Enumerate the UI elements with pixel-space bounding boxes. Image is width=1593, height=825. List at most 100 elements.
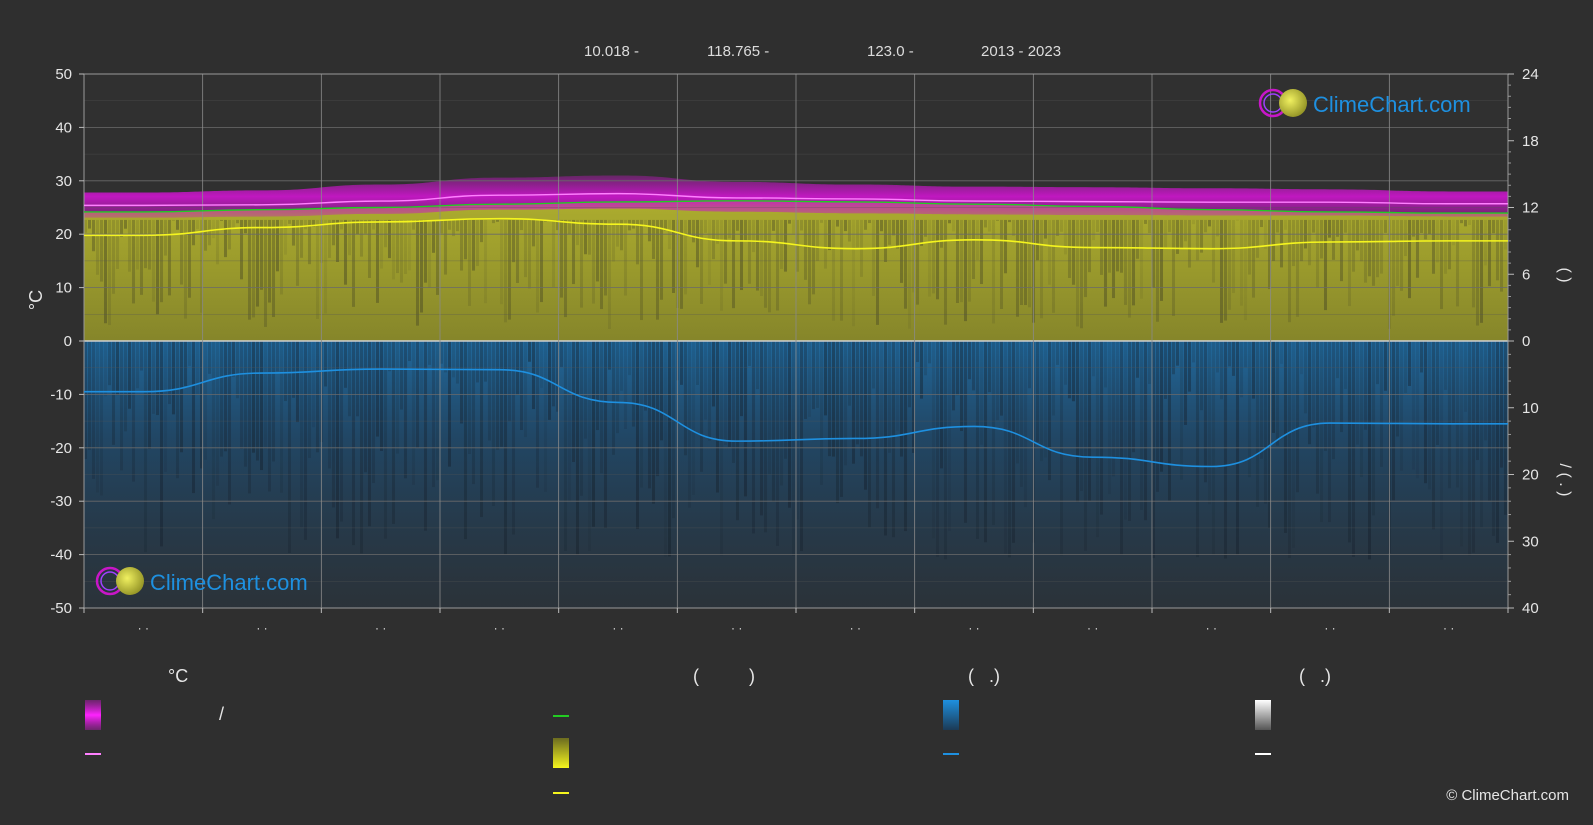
sunshine-streak — [460, 219, 463, 271]
rain-streak — [956, 341, 959, 396]
sunshine-streak — [1356, 219, 1359, 251]
sunshine-streak — [456, 219, 459, 232]
sunshine-streak — [1260, 219, 1263, 228]
sunshine-streak — [1340, 219, 1343, 282]
rain-streak — [156, 341, 159, 416]
rain-streak — [248, 341, 251, 494]
sunshine-streak — [788, 219, 791, 224]
rain-streak — [524, 341, 527, 438]
sunshine-streak — [1448, 219, 1451, 270]
rain-streak — [1340, 341, 1343, 433]
sunshine-streak — [1472, 219, 1475, 308]
sunshine-streak — [508, 219, 511, 320]
sunshine-streak — [504, 219, 507, 323]
sunshine-streak — [1288, 219, 1291, 323]
sunshine-streak — [204, 219, 207, 251]
rain-streak — [868, 341, 871, 528]
rain-streak — [148, 341, 151, 449]
sunshine-streak — [904, 219, 907, 309]
rain-streak — [264, 341, 267, 450]
sunshine-streak — [616, 219, 619, 247]
rain-streak — [892, 341, 895, 538]
logo-bottom[interactable]: ClimeChart.com — [95, 566, 308, 596]
rain-streak — [108, 341, 111, 386]
rain-streak — [1140, 341, 1143, 510]
sunshine-streak — [304, 219, 307, 230]
rain-streak — [608, 341, 611, 370]
rain-streak — [704, 341, 707, 420]
sunshine-streak — [1144, 219, 1147, 224]
rain-streak — [952, 341, 955, 411]
sunshine-streak — [744, 219, 747, 241]
copyright[interactable]: © ClimeChart.com — [1446, 787, 1569, 804]
sunshine-streak — [1184, 219, 1187, 242]
rain-streak — [208, 341, 211, 374]
rain-streak — [984, 341, 987, 543]
sunshine-streak — [224, 219, 227, 258]
temp-mean-line — [84, 192, 1508, 207]
sunshine-streak — [1168, 219, 1171, 233]
rain-streak — [1396, 341, 1399, 437]
y-tick-label-right: 10 — [1522, 400, 1539, 417]
sunshine-streak — [1016, 219, 1019, 317]
logo-top[interactable]: ClimeChart.com — [1258, 88, 1471, 118]
rain-streak — [1376, 341, 1379, 385]
sunshine-streak — [764, 219, 767, 308]
sunshine-streak — [1020, 219, 1023, 306]
sunshine-streak — [1044, 219, 1047, 239]
rain-streak — [424, 341, 427, 531]
sunshine-streak — [564, 219, 567, 318]
sunshine-streak — [1224, 219, 1227, 321]
sunshine-streak — [244, 219, 247, 234]
rain-streak — [780, 341, 783, 486]
rain-streak — [988, 341, 991, 393]
rain-streak — [1012, 341, 1015, 543]
sunshine-streak — [1352, 219, 1355, 272]
rain-streak — [600, 341, 603, 474]
y-tick-label-left: 30 — [55, 173, 72, 190]
sunshine-streak — [240, 219, 243, 280]
rain-streak — [120, 341, 123, 471]
rain-streak — [800, 341, 803, 552]
sunshine-streak — [812, 219, 815, 295]
sunshine-streak — [1124, 219, 1127, 305]
legend-swatch-sunshine-range — [553, 738, 569, 768]
rain-streak — [408, 341, 411, 362]
rain-streak — [1384, 341, 1387, 391]
sunshine-streak — [172, 219, 175, 221]
rain-streak — [1104, 341, 1107, 388]
sunshine-streak — [804, 219, 807, 280]
rain-streak — [384, 341, 387, 539]
sunshine-streak — [1052, 219, 1055, 313]
y-tick-label-left: -10 — [50, 386, 72, 403]
sunshine-streak — [1444, 219, 1447, 274]
rain-streak — [632, 341, 635, 427]
rain-streak — [1192, 341, 1195, 363]
sunshine-streak — [1324, 219, 1327, 311]
sunshine-streak — [1076, 219, 1079, 327]
rain-streak — [1320, 341, 1323, 523]
rain-streak — [528, 341, 531, 362]
rain-streak — [1324, 341, 1327, 451]
sunshine-streak — [1360, 219, 1363, 262]
sunshine-streak — [984, 219, 987, 228]
rain-streak — [1500, 341, 1503, 468]
sunshine-streak — [916, 219, 919, 305]
sunshine-streak — [188, 219, 191, 298]
rain-streak — [440, 341, 443, 364]
sunshine-streak — [1000, 219, 1003, 310]
rain-streak — [1024, 341, 1027, 508]
header-longitude: 118.765 - — [707, 43, 770, 60]
rain-streak — [1264, 341, 1267, 504]
rain-streak — [836, 341, 839, 504]
rain-streak — [692, 341, 695, 495]
sunshine-streak — [356, 219, 359, 235]
rain-streak — [1004, 341, 1007, 554]
rain-streak — [312, 341, 315, 428]
rain-streak — [948, 341, 951, 531]
sunshine-streak — [1384, 219, 1387, 233]
logo-sun-icon — [116, 567, 144, 595]
sunshine-streak — [368, 219, 371, 278]
rain-streak — [188, 341, 191, 366]
sunshine-streak — [524, 219, 527, 278]
